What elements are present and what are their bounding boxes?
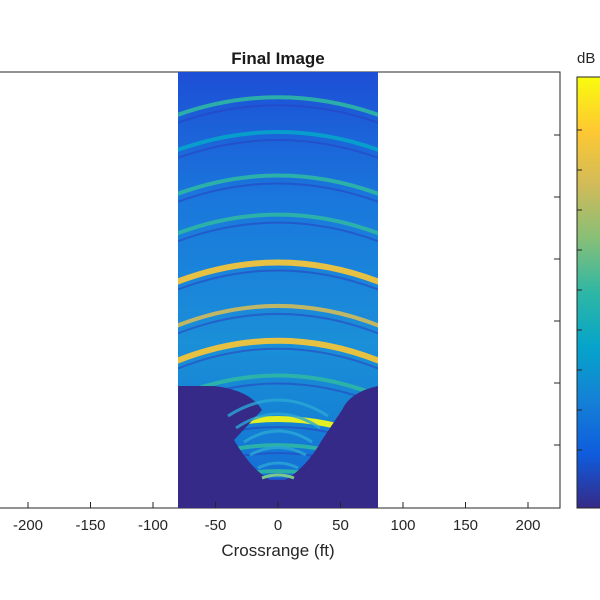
arc-band: [178, 337, 378, 364]
arc-band: [178, 303, 378, 328]
shadow-region: [178, 386, 378, 508]
x-tick-label: 100: [390, 517, 415, 534]
arc-band: [178, 173, 378, 196]
chart-title: Final Image: [231, 49, 325, 68]
arc-band-shadow: [178, 182, 378, 203]
arc-band-shadow: [178, 104, 378, 124]
x-axis: -200 -150 -100 -50 0 50 100 150 200: [13, 502, 541, 534]
cone-arcs: [227, 398, 329, 470]
heatmap-image: [178, 72, 378, 508]
arc-band-shadow: [178, 139, 378, 159]
x-tick-label: -150: [75, 517, 105, 534]
x-tick-label: -200: [13, 517, 43, 534]
x-tick-label: -100: [138, 517, 168, 534]
arc-band-shadow: [178, 269, 378, 291]
arc-band-shadow: [178, 221, 378, 243]
x-tick-label: -50: [205, 517, 227, 534]
arc-band: [178, 130, 378, 153]
arc-band: [178, 95, 378, 117]
x-tick-label: 150: [453, 517, 478, 534]
arc-band-shadow: [178, 312, 378, 335]
arc-band: [178, 259, 378, 285]
arc-band: [178, 212, 378, 236]
x-tick-label: 0: [274, 517, 282, 534]
colorbar-ticks: [577, 129, 582, 451]
colorbar: [576, 76, 600, 509]
x-axis-label: Crossrange (ft): [221, 541, 334, 560]
x-tick-label: 200: [515, 517, 540, 534]
x-tick-label: 50: [332, 517, 349, 534]
arc-band-shadow: [178, 347, 378, 370]
right-ticks: [554, 134, 560, 446]
colorbar-label: dB: [577, 50, 595, 67]
